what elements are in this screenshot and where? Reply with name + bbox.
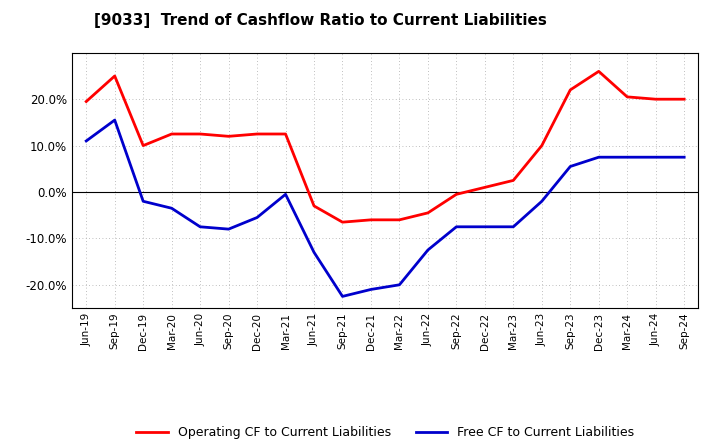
Operating CF to Current Liabilities [253,132,261,137]
Free CF to Current Liabilities [196,224,204,229]
Free CF to Current Liabilities [225,227,233,232]
Operating CF to Current Liabilities [338,220,347,225]
Free CF to Current Liabilities [395,282,404,287]
Free CF to Current Liabilities [139,198,148,204]
Operating CF to Current Liabilities [566,87,575,92]
Free CF to Current Liabilities [480,224,489,229]
Free CF to Current Liabilities [110,117,119,123]
Free CF to Current Liabilities [282,192,290,197]
Operating CF to Current Liabilities [537,143,546,148]
Operating CF to Current Liabilities [82,99,91,104]
Free CF to Current Liabilities [509,224,518,229]
Operating CF to Current Liabilities [139,143,148,148]
Operating CF to Current Liabilities [452,192,461,197]
Free CF to Current Liabilities [566,164,575,169]
Operating CF to Current Liabilities [509,178,518,183]
Text: [9033]  Trend of Cashflow Ratio to Current Liabilities: [9033] Trend of Cashflow Ratio to Curren… [94,13,546,28]
Free CF to Current Liabilities [623,154,631,160]
Operating CF to Current Liabilities [196,132,204,137]
Free CF to Current Liabilities [452,224,461,229]
Operating CF to Current Liabilities [480,185,489,190]
Free CF to Current Liabilities [595,154,603,160]
Operating CF to Current Liabilities [110,73,119,79]
Line: Free CF to Current Liabilities: Free CF to Current Liabilities [86,120,684,297]
Free CF to Current Liabilities [253,215,261,220]
Operating CF to Current Liabilities [423,210,432,216]
Operating CF to Current Liabilities [623,94,631,99]
Free CF to Current Liabilities [366,287,375,292]
Operating CF to Current Liabilities [310,203,318,209]
Operating CF to Current Liabilities [595,69,603,74]
Free CF to Current Liabilities [310,249,318,255]
Free CF to Current Liabilities [338,294,347,299]
Free CF to Current Liabilities [537,198,546,204]
Free CF to Current Liabilities [167,205,176,211]
Free CF to Current Liabilities [652,154,660,160]
Operating CF to Current Liabilities [366,217,375,223]
Operating CF to Current Liabilities [652,96,660,102]
Operating CF to Current Liabilities [225,134,233,139]
Operating CF to Current Liabilities [680,96,688,102]
Free CF to Current Liabilities [82,138,91,143]
Operating CF to Current Liabilities [167,132,176,137]
Operating CF to Current Liabilities [282,132,290,137]
Free CF to Current Liabilities [423,247,432,253]
Legend: Operating CF to Current Liabilities, Free CF to Current Liabilities: Operating CF to Current Liabilities, Fre… [131,422,639,440]
Free CF to Current Liabilities [680,154,688,160]
Line: Operating CF to Current Liabilities: Operating CF to Current Liabilities [86,71,684,222]
Operating CF to Current Liabilities [395,217,404,223]
